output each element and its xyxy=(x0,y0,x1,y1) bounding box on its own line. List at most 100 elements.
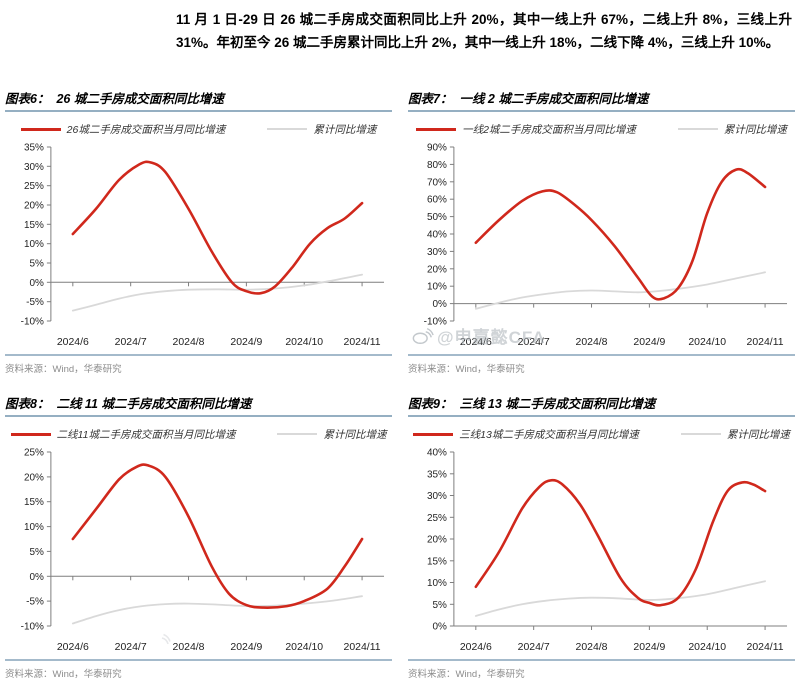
svg-text:2024/10: 2024/10 xyxy=(688,337,726,348)
svg-text:0%: 0% xyxy=(432,621,447,632)
svg-text:20%: 20% xyxy=(24,472,44,483)
chart-title-text: 26 城二手房成交面积同比增速 xyxy=(56,92,224,106)
svg-text:2024/6: 2024/6 xyxy=(57,337,89,348)
legend-label: 三线13城二手房成交面积当月同比增速 xyxy=(459,428,639,441)
chart-legend: 三线13城二手房成交面积当月同比增速 累计同比增速 xyxy=(408,426,795,442)
svg-text:15%: 15% xyxy=(24,497,44,508)
svg-text:2024/8: 2024/8 xyxy=(173,337,205,348)
chart-title-text: 一线 2 城二手房成交面积同比增速 xyxy=(459,92,649,106)
svg-text:2024/11: 2024/11 xyxy=(344,642,381,653)
legend-label: 累计同比增速 xyxy=(313,123,377,136)
svg-text:2024/6: 2024/6 xyxy=(460,642,492,653)
line-chart-fig8: 25% 20% 15% 10% 5% 0% -5% -10% 2024/6 2024/7 2024/… xyxy=(21,447,385,653)
svg-text:-10%: -10% xyxy=(21,621,44,632)
svg-text:15%: 15% xyxy=(427,556,447,567)
legend-label: 累计同比增速 xyxy=(723,123,787,136)
svg-text:5%: 5% xyxy=(432,600,447,611)
svg-text:-5%: -5% xyxy=(26,297,44,308)
legend-label: 26城二手房成交面积当月同比增速 xyxy=(66,123,226,136)
source-note: 资料来源：Wind，华泰研究 xyxy=(5,354,392,375)
svg-text:5%: 5% xyxy=(29,258,44,269)
svg-text:35%: 35% xyxy=(427,469,447,480)
svg-text:35%: 35% xyxy=(24,142,44,153)
svg-text:15%: 15% xyxy=(24,220,44,231)
chart-fig-label: 图表6： xyxy=(5,92,50,106)
svg-text:2024/7: 2024/7 xyxy=(115,642,147,653)
svg-text:0%: 0% xyxy=(29,278,44,289)
svg-text:2024/7: 2024/7 xyxy=(518,337,550,348)
svg-text:2024/10: 2024/10 xyxy=(285,337,323,348)
svg-text:25%: 25% xyxy=(427,513,447,524)
svg-text:25%: 25% xyxy=(24,447,44,458)
legend-item-monthly: 26城二手房成交面积当月同比增速 xyxy=(20,122,226,137)
chart-fig-label: 图表8： xyxy=(5,397,50,411)
legend-line-swatch-gray xyxy=(267,128,308,130)
svg-text:60%: 60% xyxy=(427,195,447,206)
svg-text:2024/11: 2024/11 xyxy=(747,642,784,653)
svg-text:2024/10: 2024/10 xyxy=(285,642,323,653)
svg-text:10%: 10% xyxy=(427,282,447,293)
svg-text:2024/8: 2024/8 xyxy=(173,642,205,653)
svg-text:30%: 30% xyxy=(427,491,447,502)
svg-text:2024/7: 2024/7 xyxy=(115,337,147,348)
chart-title-text: 三线 13 城二手房成交面积同比增速 xyxy=(459,397,656,411)
svg-text:2024/11: 2024/11 xyxy=(747,337,784,348)
line-chart-fig6: 35% 30% 25% 20% 15% 10% 5% 0% -5% -10% 2024/6 2024/… xyxy=(21,142,385,348)
svg-text:0%: 0% xyxy=(432,299,447,310)
svg-text:10%: 10% xyxy=(24,522,44,533)
svg-text:10%: 10% xyxy=(24,239,44,250)
svg-text:20%: 20% xyxy=(427,264,447,275)
svg-text:2024/9: 2024/9 xyxy=(230,337,262,348)
chart-title-bar: 图表9： 三线 13 城二手房成交面积同比增速 xyxy=(408,393,795,417)
chart-panel-fig6: 图表6： 26 城二手房成交面积同比增速 26城二手房成交面积当月同比增速 累计… xyxy=(5,88,392,375)
svg-text:2024/9: 2024/9 xyxy=(230,642,262,653)
legend-item-monthly: 一线2城二手房成交面积当月同比增速 xyxy=(416,122,636,137)
legend-label: 累计同比增速 xyxy=(323,428,387,441)
svg-text:2024/11: 2024/11 xyxy=(344,337,381,348)
chart-title-bar: 图表6： 26 城二手房成交面积同比增速 xyxy=(5,88,392,112)
svg-text:25%: 25% xyxy=(24,181,44,192)
svg-text:2024/9: 2024/9 xyxy=(633,642,665,653)
svg-text:30%: 30% xyxy=(24,162,44,173)
svg-text:2024/8: 2024/8 xyxy=(576,337,608,348)
svg-text:20%: 20% xyxy=(427,534,447,545)
svg-text:20%: 20% xyxy=(24,200,44,211)
svg-text:0%: 0% xyxy=(29,572,44,583)
legend-label: 累计同比增速 xyxy=(726,428,790,441)
line-chart-fig7: 90% 80% 70% 60% 50% 40% 30% 20% 10% 0% -10% 2024/6 2… xyxy=(424,142,788,348)
chart-legend: 一线2城二手房成交面积当月同比增速 累计同比增速 xyxy=(408,121,795,137)
legend-line-swatch-red xyxy=(416,127,457,131)
legend-item-cumulative: 累计同比增速 xyxy=(680,427,790,442)
svg-text:2024/9: 2024/9 xyxy=(633,337,665,348)
svg-text:50%: 50% xyxy=(427,212,447,223)
charts-grid: 图表6： 26 城二手房成交面积同比增速 26城二手房成交面积当月同比增速 累计… xyxy=(5,88,795,680)
chart-legend: 26城二手房成交面积当月同比增速 累计同比增速 xyxy=(5,121,392,137)
source-note: 资料来源：Wind，华泰研究 xyxy=(408,354,795,375)
chart-fig-label: 图表7： xyxy=(408,92,453,106)
chart-title-bar: 图表8： 二线 11 城二手房成交面积同比增速 xyxy=(5,393,392,417)
chart-legend: 二线11城二手房成交面积当月同比增速 累计同比增速 xyxy=(5,426,392,442)
source-note: 资料来源：Wind，华泰研究 xyxy=(408,659,795,680)
legend-label: 二线11城二手房成交面积当月同比增速 xyxy=(56,428,236,441)
legend-item-cumulative: 累计同比增速 xyxy=(677,122,787,137)
svg-text:90%: 90% xyxy=(427,142,447,153)
chart-panel-fig9: 图表9： 三线 13 城二手房成交面积同比增速 三线13城二手房成交面积当月同比… xyxy=(408,393,795,680)
svg-text:2024/6: 2024/6 xyxy=(57,642,89,653)
legend-line-swatch-red xyxy=(10,432,51,436)
source-note: 资料来源：Wind，华泰研究 xyxy=(5,659,392,680)
svg-text:40%: 40% xyxy=(427,229,447,240)
svg-text:-5%: -5% xyxy=(26,597,44,608)
svg-text:2024/8: 2024/8 xyxy=(576,642,608,653)
svg-text:-10%: -10% xyxy=(424,316,447,327)
legend-item-monthly: 三线13城二手房成交面积当月同比增速 xyxy=(413,427,639,442)
legend-line-swatch-red xyxy=(413,432,454,436)
svg-text:40%: 40% xyxy=(427,447,447,458)
legend-line-swatch-gray xyxy=(677,128,718,130)
chart-fig-label: 图表9： xyxy=(408,397,453,411)
svg-text:30%: 30% xyxy=(427,247,447,258)
chart-panel-fig8: 图表8： 二线 11 城二手房成交面积同比增速 二线11城二手房成交面积当月同比… xyxy=(5,393,392,680)
svg-text:-10%: -10% xyxy=(21,316,44,327)
chart-title-text: 二线 11 城二手房成交面积同比增速 xyxy=(56,397,252,411)
summary-paragraph: 11 月 1 日-29 日 26 城二手房成交面积同比上升 20%，其中一线上升… xyxy=(176,12,792,50)
line-chart-fig9: 40% 35% 30% 25% 20% 15% 10% 5% 0% 2024/6 2024/7 202… xyxy=(427,447,788,653)
